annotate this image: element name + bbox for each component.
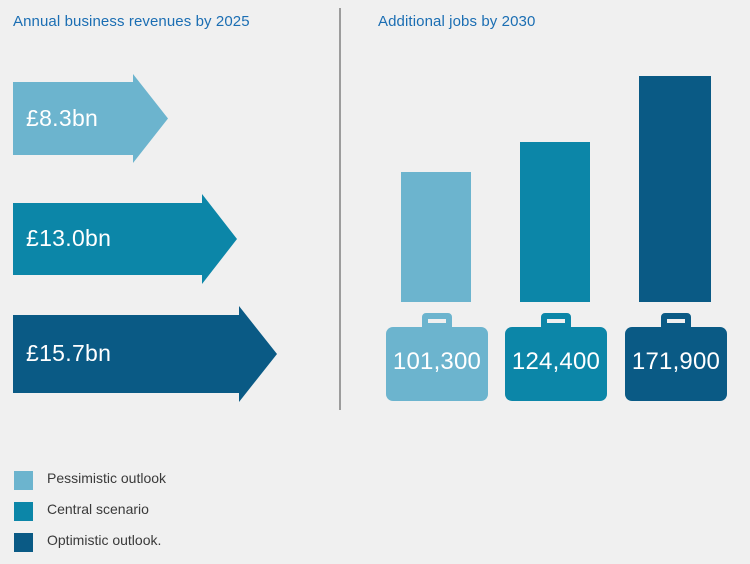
briefcase-body-pessimistic: 101,300 [386, 327, 488, 401]
revenue-arrow-central: £13.0bn [13, 194, 237, 284]
briefcase-handle-optimistic [661, 313, 691, 329]
revenue-arrow-label-optimistic: £15.7bn [26, 340, 112, 366]
jobs-value-optimistic: 171,900 [631, 348, 721, 375]
briefcase-body-central: 124,400 [505, 327, 607, 401]
jobs-value-central: 124,400 [511, 348, 601, 375]
jobs-value-pessimistic: 101,300 [392, 348, 482, 375]
legend-label-optimistic: Optimistic outlook. [47, 532, 162, 548]
legend-swatch-optimistic [14, 533, 33, 552]
briefcase-handle-central [541, 313, 571, 329]
revenue-arrow-optimistic: £15.7bn [13, 306, 277, 402]
revenue-arrow-label-pessimistic: £8.3bn [26, 105, 99, 131]
left-panel-title: Annual business revenues by 2025 [13, 13, 250, 30]
legend-swatch-central [14, 502, 33, 521]
panel-divider [339, 8, 341, 410]
jobs-column-optimistic: 171,900 [625, 0, 727, 410]
arrow-shape-optimistic [13, 306, 277, 402]
revenue-arrow-pessimistic: £8.3bn [13, 74, 168, 163]
legend-item-central: Central scenario [14, 499, 334, 530]
legend-item-pessimistic: Pessimistic outlook [14, 468, 334, 499]
jobs-column-pessimistic: 101,300 [386, 0, 488, 410]
legend-item-optimistic: Optimistic outlook. [14, 530, 334, 561]
right-panel-title: Additional jobs by 2030 [378, 13, 536, 30]
arrow-shape-pessimistic [13, 74, 168, 163]
jobs-column-central: 124,400 [505, 0, 607, 410]
legend-label-central: Central scenario [47, 501, 149, 517]
jobs-bar-optimistic [639, 76, 711, 302]
legend-swatch-pessimistic [14, 471, 33, 490]
jobs-bar-central [520, 142, 590, 302]
revenue-arrow-label-central: £13.0bn [26, 225, 112, 251]
arrow-shape-central [13, 194, 237, 284]
legend-label-pessimistic: Pessimistic outlook [47, 470, 167, 486]
legend: Pessimistic outlook Central scenario Opt… [14, 468, 334, 561]
briefcase-handle-pessimistic [422, 313, 452, 329]
jobs-bar-pessimistic [401, 172, 471, 302]
briefcase-body-optimistic: 171,900 [625, 327, 727, 401]
